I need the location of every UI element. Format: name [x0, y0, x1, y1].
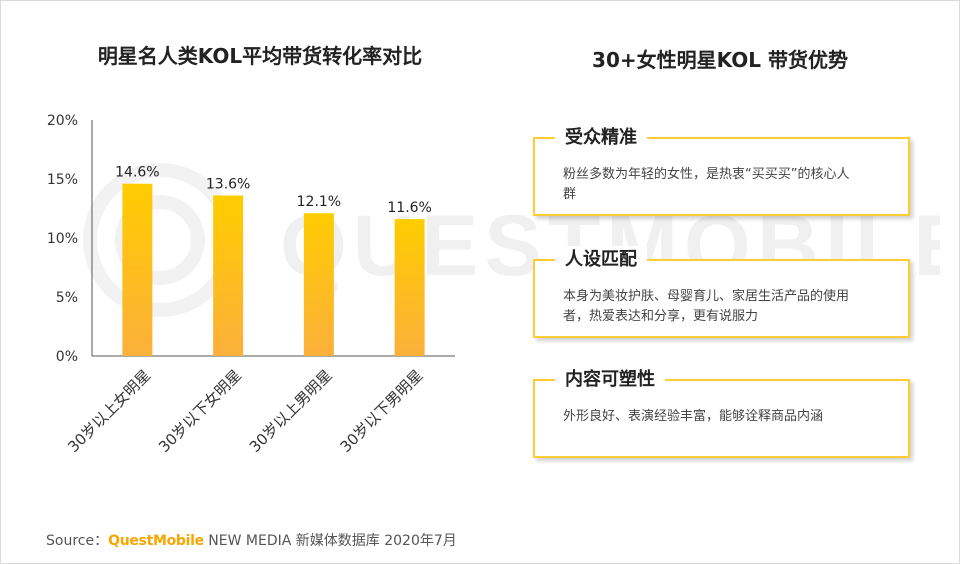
- y-tick-label: 15%: [47, 172, 78, 188]
- card-audience-precision: 受众精准 粉丝多数为年轻的女性，是热衷“买买买”的核心人群: [533, 124, 910, 216]
- x-tick-label: 30岁以上女明星: [64, 366, 154, 456]
- bar-chart: 0% 5% 10% 15% 20% 14.6% 13.6% 12.1% 11.6% 30岁以上…: [47, 113, 455, 456]
- advantage-title: 30+女性明星KOL 带货优势: [592, 48, 848, 72]
- card-body: 外形良好、表演经验丰富，能够诠释商品内涵: [563, 409, 824, 424]
- x-tick-label: 30岁以下男明星: [337, 366, 427, 456]
- bar: [394, 219, 425, 356]
- y-tick-label: 5%: [56, 290, 78, 306]
- card-title: 内容可塑性: [555, 366, 665, 394]
- card-title: 人设匹配: [555, 246, 647, 274]
- x-tick-label: 30岁以上男明星: [246, 366, 336, 456]
- bar-value-label: 14.6%: [115, 165, 159, 181]
- card-body: 本身为美妆护肤、母婴育儿、家居生活产品的使用者，热爱表达和分享，更有说服力: [563, 289, 850, 324]
- bar-value-label: 11.6%: [387, 200, 431, 216]
- source-brand: QuestMobile: [108, 533, 204, 549]
- bar: [303, 213, 334, 356]
- bar-value-label: 13.6%: [206, 177, 250, 193]
- x-tick-label: 30岁以下女明星: [155, 366, 245, 456]
- y-tick-label: 0%: [56, 349, 78, 365]
- source-footer: Source：QuestMobile NEW MEDIA 新媒体数据库 2020…: [46, 530, 457, 550]
- source-rest: NEW MEDIA 新媒体数据库 2020年7月: [203, 533, 457, 549]
- card-title: 受众精准: [555, 124, 647, 152]
- source-prefix: Source：: [46, 533, 109, 549]
- card-persona-match: 人设匹配 本身为美妆护肤、母婴育儿、家居生活产品的使用者，热爱表达和分享，更有说…: [533, 246, 910, 338]
- y-tick-label: 10%: [47, 231, 78, 247]
- bar: [213, 195, 244, 356]
- y-tick-label: 20%: [47, 113, 78, 129]
- bar-value-label: 12.1%: [297, 194, 341, 210]
- card-content-plasticity: 内容可塑性 外形良好、表演经验丰富，能够诠释商品内涵: [533, 366, 910, 458]
- card-body: 粉丝多数为年轻的女性，是热衷“买买买”的核心人群: [563, 167, 850, 202]
- chart-title: 明星名人类KOL平均带货转化率对比: [97, 44, 423, 68]
- bar: [122, 183, 153, 356]
